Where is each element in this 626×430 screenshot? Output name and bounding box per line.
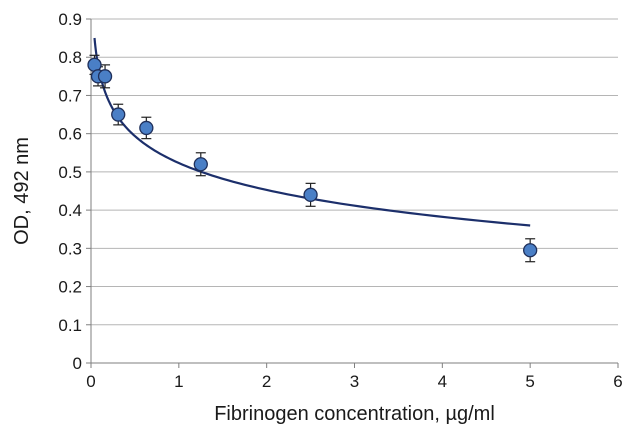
y-tick-label: 0	[73, 354, 82, 373]
x-tick-label: 6	[613, 372, 622, 391]
data-point	[303, 187, 318, 202]
y-tick-label: 0.1	[58, 316, 82, 335]
point-layer	[87, 57, 538, 258]
y-tick-label: 0.8	[58, 48, 82, 67]
y-tick-label: 0.6	[58, 125, 82, 144]
x-tick-label: 0	[86, 372, 95, 391]
x-tick-label: 2	[262, 372, 271, 391]
data-point	[139, 120, 154, 136]
x-tick-label: 1	[174, 372, 183, 391]
x-tick-label: 4	[438, 372, 447, 391]
data-point	[523, 243, 538, 258]
x-tick-label: 5	[525, 372, 534, 391]
y-tick-label: 0.7	[58, 86, 82, 105]
y-axis-title: OD, 492 nm	[11, 137, 33, 245]
data-point	[193, 157, 208, 172]
y-tick-label: 0.2	[58, 278, 82, 297]
data-point	[111, 107, 126, 122]
grid-layer	[91, 18, 618, 326]
axis-layer	[86, 18, 619, 368]
data-point	[97, 69, 113, 84]
label-layer: Fibrinogen concentration, µg/ml OD, 492 …	[11, 10, 623, 425]
y-tick-label: 0.3	[58, 239, 82, 258]
x-axis-title: Fibrinogen concentration, µg/ml	[214, 403, 495, 425]
y-tick-label: 0.4	[58, 201, 82, 220]
y-tick-label: 0.5	[58, 163, 82, 182]
y-tick-label: 0.9	[58, 10, 82, 29]
x-tick-label: 3	[350, 372, 359, 391]
error-bar-layer	[89, 54, 536, 263]
